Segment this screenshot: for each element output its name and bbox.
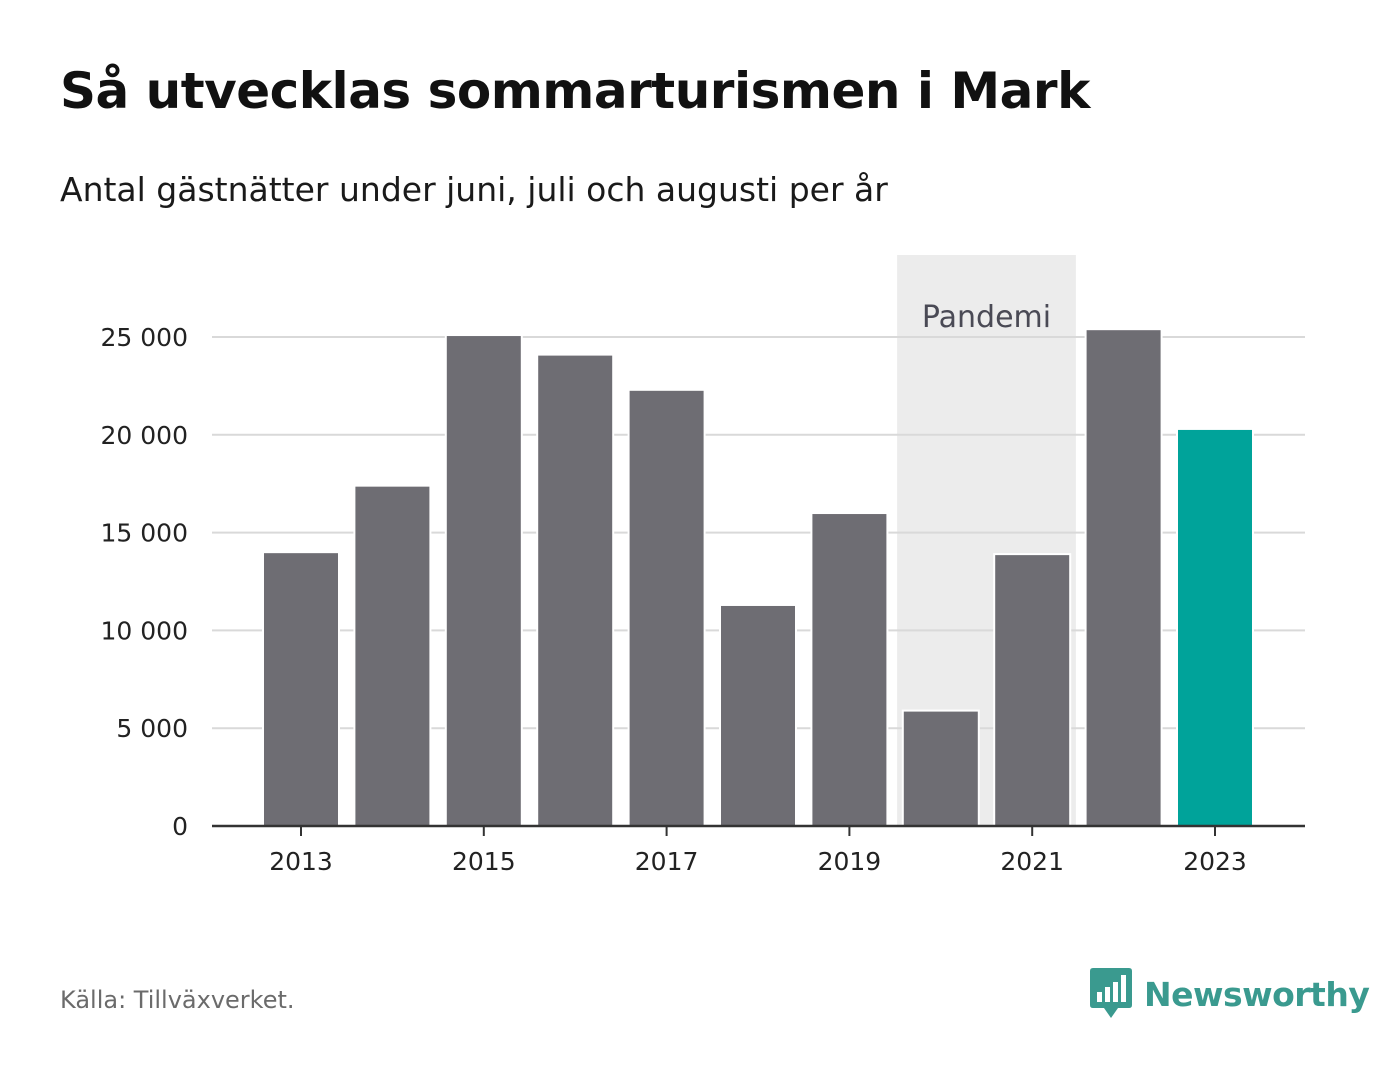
x-tick-label: 2021 [1000, 847, 1064, 876]
x-tick-label: 2019 [818, 847, 882, 876]
x-tick-label: 2017 [635, 847, 699, 876]
chart-subtitle: Antal gästnätter under juni, juli och au… [60, 170, 888, 209]
y-tick-label: 10 000 [101, 616, 188, 645]
chart-title: Så utvecklas sommarturismen i Mark [60, 62, 1090, 120]
brand-logo: Newsworthy [1090, 968, 1370, 1020]
y-tick-label: 15 000 [101, 519, 188, 548]
axis-layer: 0 5 000 10 000 15 000 20 000 25 000 2013 2015 20… [101, 323, 1305, 876]
bar-2013 [262, 551, 340, 827]
x-tick-label: 2013 [269, 847, 333, 876]
bar-2016 [536, 353, 615, 827]
bar-2023 [1176, 427, 1254, 827]
bar-2017 [627, 388, 706, 827]
brand-name: Newsworthy [1144, 974, 1370, 1014]
y-tick-label: 20 000 [101, 421, 188, 450]
source-note: Källa: Tillväxverket. [60, 986, 295, 1014]
x-tick-label: 2015 [452, 847, 516, 876]
bar-2021 [993, 553, 1072, 828]
bar-2020 [901, 709, 980, 828]
bar-2019 [810, 512, 889, 827]
bar-layer [262, 328, 1254, 828]
y-tick-label: 25 000 [101, 323, 188, 352]
newsworthy-logo-icon [1090, 968, 1132, 1018]
y-tick-label: 5 000 [116, 714, 188, 743]
y-tick-label: 0 [172, 812, 188, 841]
bar-2015 [444, 334, 523, 827]
pandemic-label: Pandemi [922, 300, 1051, 335]
bar-2014 [353, 484, 432, 827]
x-tick-label: 2023 [1183, 847, 1247, 876]
bar-2022 [1084, 328, 1163, 827]
bar-2018 [719, 603, 797, 827]
